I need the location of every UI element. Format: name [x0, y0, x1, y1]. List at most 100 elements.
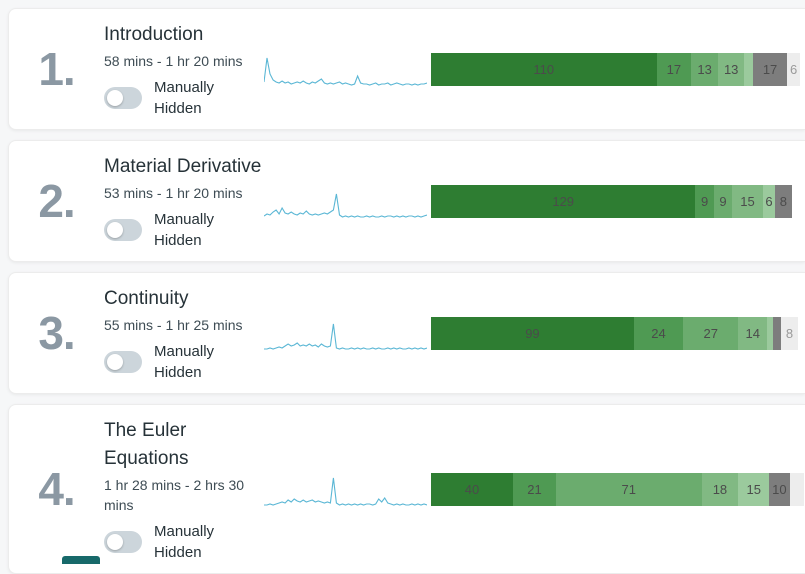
- activity-sparkline-chart: [264, 193, 427, 218]
- bar-segment: 15: [738, 472, 770, 506]
- lesson-info-column: The Euler Equations 1 hr 28 mins - 2 hrs…: [104, 415, 264, 563]
- bar-segment: 13: [717, 52, 745, 86]
- bar-segment-value: 40: [464, 481, 480, 497]
- bar-segment: 17: [656, 52, 692, 86]
- bar-segment: 10: [769, 472, 790, 506]
- bar-segment-value: 8: [779, 193, 787, 209]
- toggle-knob-icon: [107, 222, 123, 238]
- bar-segment-value: 6: [765, 193, 773, 209]
- bar-segment-value: 13: [723, 61, 739, 77]
- lesson-title: The Euler Equations: [104, 420, 189, 469]
- activity-sparkline-column: [264, 283, 431, 383]
- toggle-knob-icon: [107, 90, 123, 106]
- bar-segment-value: 27: [703, 325, 718, 341]
- bar-segment: 129: [431, 184, 696, 218]
- lesson-card: 2. Material Derivative 53 mins - 1 hr 20…: [8, 140, 805, 262]
- activity-sparkline-chart: [264, 323, 427, 350]
- lesson-number-column: 2.: [9, 151, 104, 251]
- lesson-title: Introduction: [104, 24, 204, 45]
- next-section-partial-element: [62, 556, 100, 564]
- activity-sparkline-chart: [264, 477, 427, 506]
- bar-segment: 18: [701, 472, 739, 506]
- lesson-duration: 55 mins - 1 hr 25 mins: [104, 317, 243, 333]
- manually-hidden-row: Manually Hidden: [104, 209, 264, 251]
- bar-segment: 110: [431, 52, 657, 86]
- bar-segment: 13: [691, 52, 718, 86]
- bar-segment: 24: [633, 316, 684, 350]
- bar-segment-value: 99: [525, 325, 540, 341]
- lesson-title: Material Derivative: [104, 156, 262, 177]
- bar-segment: 8: [775, 184, 792, 218]
- bar-segment-value: 15: [740, 193, 755, 209]
- lesson-number: 2.: [38, 175, 75, 227]
- lesson-info-column: Material Derivative 53 mins - 1 hr 20 mi…: [104, 151, 264, 251]
- bar-segment: 6: [787, 52, 800, 86]
- distribution-bar-column: 40 21 71 18 15 10: [431, 415, 805, 563]
- activity-sparkline-column: [264, 151, 431, 251]
- question-distribution-bar: 40 21 71 18 15 10: [431, 472, 804, 506]
- bar-segment-value: 6: [790, 61, 798, 77]
- bar-segment: 15: [732, 184, 763, 218]
- question-distribution-bar: 110 17 13 13 17 6: [431, 52, 800, 86]
- bar-segment-value: 129: [552, 193, 575, 209]
- activity-sparkline-chart: [264, 57, 427, 86]
- bar-segment-value: 9: [719, 193, 727, 209]
- distribution-bar-column: 129 9 9 15 6 8: [431, 151, 805, 251]
- lesson-number-column: 1.: [9, 19, 104, 119]
- bar-segment: 40: [431, 472, 513, 506]
- lesson-number-column: 4.: [9, 415, 104, 563]
- distribution-bar-column: 99 24 27 14 8: [431, 283, 805, 383]
- bar-segment-value: 71: [621, 481, 636, 497]
- lesson-card: 4. The Euler Equations 1 hr 28 mins - 2 …: [8, 404, 805, 574]
- bar-segment: 8: [781, 316, 798, 350]
- manually-hidden-toggle[interactable]: [104, 531, 142, 553]
- toggle-knob-icon: [107, 534, 123, 550]
- bar-segment: 21: [513, 472, 556, 506]
- manually-hidden-toggle[interactable]: [104, 351, 142, 373]
- bar-segment-value: 14: [745, 325, 760, 341]
- activity-sparkline-column: [264, 415, 431, 563]
- bar-segment-value: 17: [762, 61, 778, 77]
- manually-hidden-toggle[interactable]: [104, 219, 142, 241]
- lesson-card: 1. Introduction 58 mins - 1 hr 20 mins M…: [8, 8, 805, 130]
- lesson-info-column: Continuity 55 mins - 1 hr 25 mins Manual…: [104, 283, 264, 383]
- toggle-knob-icon: [107, 354, 123, 370]
- bar-segment-value: 9: [700, 193, 709, 209]
- manually-hidden-row: Manually Hidden: [104, 341, 264, 383]
- manually-hidden-label: Manually Hidden: [154, 523, 215, 561]
- lesson-number: 1.: [38, 43, 75, 95]
- lesson-duration: 1 hr 28 mins - 2 hrs 30 mins: [104, 477, 245, 513]
- lesson-number: 3.: [38, 307, 75, 359]
- bar-segment-value: 10: [772, 481, 787, 497]
- lesson-number-column: 3.: [9, 283, 104, 383]
- bar-segment: 17: [752, 52, 788, 86]
- manually-hidden-label: Manually Hidden: [154, 79, 215, 117]
- bar-segment-value: 15: [746, 481, 761, 497]
- bar-segment: 6: [762, 184, 776, 218]
- question-distribution-bar: 99 24 27 14 8: [431, 316, 798, 350]
- manually-hidden-row: Manually Hidden: [104, 77, 264, 119]
- manually-hidden-label: Manually Hidden: [154, 343, 215, 381]
- bar-segment: [773, 316, 782, 350]
- bar-segment: 71: [556, 472, 702, 506]
- bar-segment-value: 110: [533, 61, 555, 77]
- lesson-card: 3. Continuity 55 mins - 1 hr 25 mins Man…: [8, 272, 805, 394]
- bar-segment: 99: [431, 316, 634, 350]
- bar-segment: [767, 316, 774, 350]
- bar-segment-value: 13: [697, 61, 712, 77]
- question-distribution-bar: 129 9 9 15 6 8: [431, 184, 792, 218]
- distribution-bar-column: 110 17 13 13 17 6: [431, 19, 805, 119]
- bar-segment-value: 17: [666, 61, 682, 77]
- bar-segment: 9: [713, 184, 733, 218]
- manually-hidden-toggle[interactable]: [104, 87, 142, 109]
- lesson-duration: 58 mins - 1 hr 20 mins: [104, 53, 243, 69]
- lesson-info-column: Introduction 58 mins - 1 hr 20 mins Manu…: [104, 19, 264, 119]
- bar-segment-value: 18: [712, 481, 728, 497]
- bar-segment: 27: [683, 316, 739, 350]
- bar-segment: [744, 52, 753, 86]
- manually-hidden-label: Manually Hidden: [154, 211, 215, 249]
- lesson-title: Continuity: [104, 288, 189, 309]
- lesson-duration: 53 mins - 1 hr 20 mins: [104, 185, 243, 201]
- manually-hidden-row: Manually Hidden: [104, 521, 264, 563]
